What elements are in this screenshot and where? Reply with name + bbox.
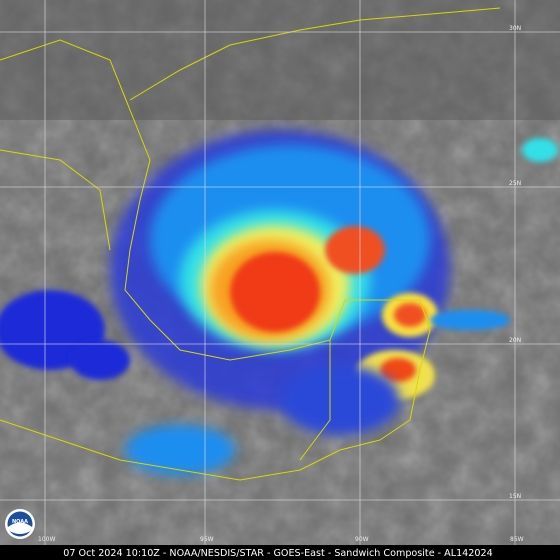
lat-label: 15N [509,493,521,500]
lat-lon-grid: 30N 25N 20N 15N 100W 95W 90W 85W [0,0,560,545]
land-shade [0,0,560,120]
lat-label: 20N [509,337,521,344]
lat-label: 25N [509,180,521,187]
lat-label: 30N [509,25,521,32]
caption: 07 Oct 2024 10:10Z - NOAA/NESDIS/STAR - … [63,548,492,559]
lon-label: 100W [38,536,55,543]
noaa-logo: NOAA [5,509,35,539]
caption-bar [0,545,560,560]
logo-text: NOAA [12,519,28,525]
lon-label: 90W [355,536,369,543]
lon-label: 95W [200,536,214,543]
lon-label: 85W [510,536,524,543]
